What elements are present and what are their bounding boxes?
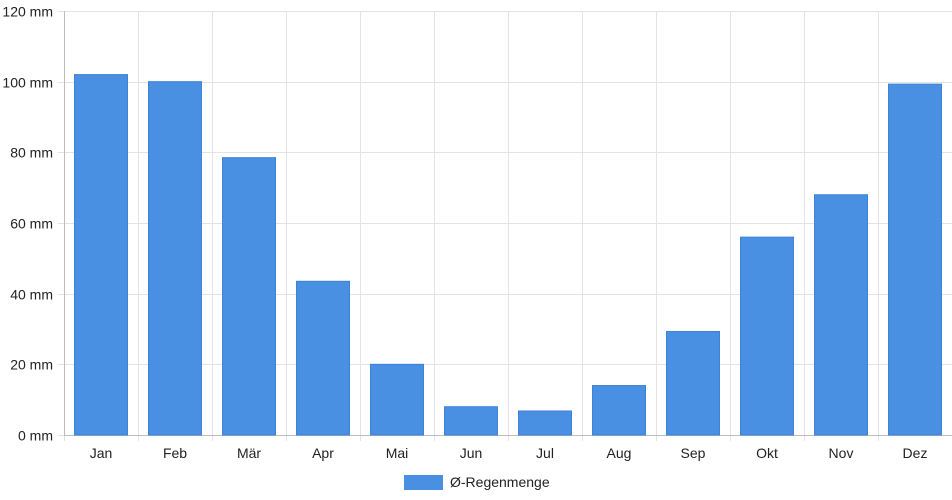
- bar-Jan[interactable]: [74, 74, 128, 436]
- bar-Nov[interactable]: [814, 194, 868, 436]
- y-tick-label: 120 mm: [2, 4, 53, 20]
- tick-labels: 0 mm 20 mm 40 mm 60 mm 80 mm 100 mm 120 mm Jan F…: [2, 4, 927, 462]
- x-tick-label: Jun: [460, 445, 483, 461]
- x-tick-label: Mär: [237, 445, 261, 461]
- y-tick-label: 80 mm: [10, 145, 53, 161]
- bar-Dez[interactable]: [888, 83, 942, 436]
- bar-Feb[interactable]: [148, 81, 202, 436]
- x-tick-label: Aug: [607, 445, 632, 461]
- x-tick-label: Jul: [536, 445, 554, 461]
- legend-label: Ø-Regenmenge: [450, 474, 550, 490]
- x-tick-label: Dez: [903, 445, 928, 461]
- bar-Jul[interactable]: [518, 410, 572, 436]
- bar-Apr[interactable]: [296, 280, 350, 436]
- x-tick-label: Apr: [312, 445, 334, 461]
- grid-lines: [58, 11, 952, 441]
- x-tick-label: Okt: [756, 445, 778, 461]
- y-tick-label: 20 mm: [10, 357, 53, 373]
- bar-Sep[interactable]: [666, 330, 720, 436]
- axes: [64, 11, 952, 436]
- y-tick-label: 0 mm: [18, 428, 53, 444]
- bar-Mai[interactable]: [370, 363, 424, 436]
- x-tick-label: Jan: [90, 445, 113, 461]
- bar-Aug[interactable]: [592, 385, 646, 436]
- y-tick-label: 60 mm: [10, 216, 53, 232]
- legend-swatch: [404, 475, 443, 490]
- y-tick-label: 100 mm: [2, 75, 53, 91]
- y-tick-label: 40 mm: [10, 287, 53, 303]
- legend: Ø-Regenmenge: [404, 474, 550, 490]
- x-tick-label: Sep: [681, 445, 706, 461]
- x-tick-label: Mai: [386, 445, 409, 461]
- bar-Jun[interactable]: [444, 406, 498, 436]
- x-tick-label: Feb: [163, 445, 187, 461]
- bar-Mär[interactable]: [222, 157, 276, 436]
- bar-Okt[interactable]: [740, 236, 794, 436]
- bar-series: [74, 74, 942, 436]
- x-tick-label: Nov: [829, 445, 854, 461]
